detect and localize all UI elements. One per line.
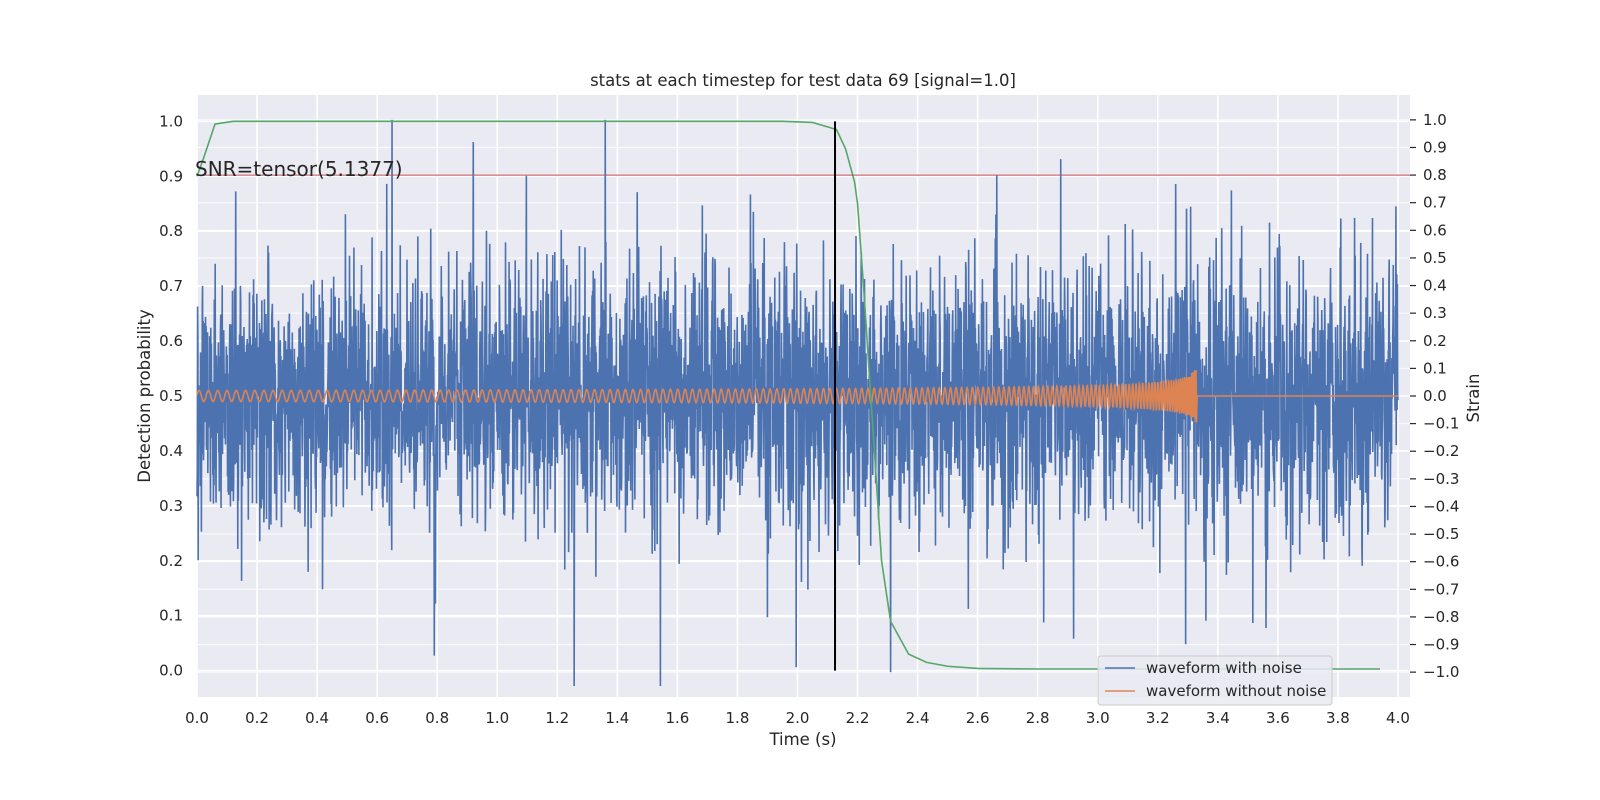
x-tick-label: 2.0	[786, 709, 810, 727]
y2-tick-label: 0.3	[1423, 304, 1447, 322]
x-tick-label: 2.4	[906, 709, 930, 727]
x-tick-label: 3.6	[1266, 709, 1290, 727]
y2-tick-label: 0.0	[1423, 387, 1447, 405]
y-tick-label: 0.8	[159, 222, 183, 240]
y2-tick-label: −0.9	[1423, 636, 1459, 654]
x-tick-label: 2.8	[1026, 709, 1050, 727]
y-tick-label: 0.1	[159, 607, 183, 625]
legend-label-waveform-with-noise: waveform with noise	[1146, 659, 1302, 677]
x-tick-label: 1.8	[726, 709, 750, 727]
chart-title: stats at each timestep for test data 69 …	[590, 71, 1016, 90]
series-line-detection-probability	[196, 120, 1380, 670]
x-tick-label: 3.2	[1146, 709, 1170, 727]
y-tick-label: 0.3	[159, 497, 183, 515]
y-tick-label: 0.9	[159, 167, 183, 185]
x-tick-label: 1.6	[665, 709, 689, 727]
y-axis-label-right: Strain	[1464, 374, 1483, 423]
y2-tick-label: 0.1	[1423, 359, 1447, 377]
y-tick-label: 0.5	[159, 387, 183, 405]
x-tick-label: 3.8	[1326, 709, 1350, 727]
y2-tick-label: −0.3	[1423, 470, 1459, 488]
y-tick-label: 0.7	[159, 277, 183, 295]
y2-tick-label: −0.5	[1423, 525, 1459, 543]
y-tick-label: 0.6	[159, 332, 183, 350]
x-tick-label: 2.2	[846, 709, 870, 727]
x-tick-label: 0.8	[425, 709, 449, 727]
x-tick-label: 2.6	[966, 709, 990, 727]
y2-tick-label: 0.8	[1423, 166, 1447, 184]
x-tick-label: 3.0	[1086, 709, 1110, 727]
x-tick-label: 0.6	[365, 709, 389, 727]
x-tick-label: 0.0	[185, 709, 209, 727]
x-tick-label: 1.2	[545, 709, 569, 727]
x-tick-label: 1.0	[485, 709, 509, 727]
y2-tick-label: 1.0	[1423, 111, 1447, 129]
x-ticks: 0.0 0.2 0.4 0.6 0.8 1.0 1.2 1.4 1.6 1.8 2.0 2.2 2.4 2…	[185, 709, 1410, 727]
snr-annotation: SNR=tensor(5.1377)	[195, 157, 403, 181]
y-tick-label: 0.2	[159, 552, 183, 570]
y-axis-label: Detection probability	[135, 309, 154, 483]
y2-tick-label: 0.7	[1423, 194, 1447, 212]
series-line-waveform-with-noise	[196, 119, 1399, 686]
legend: waveform with noise waveform without noi…	[1097, 655, 1333, 706]
legend-box	[1097, 655, 1333, 706]
series-layer	[196, 119, 1410, 686]
y-ticks-right: −1.0 −0.9 −0.8 −0.7 −0.6 −0.5 −0.4 −0.3 −0.2 −0.1…	[1410, 111, 1459, 681]
y2-tick-label: −0.4	[1423, 497, 1459, 515]
y-tick-label: 0.0	[159, 662, 183, 680]
legend-label-waveform-without-noise: waveform without noise	[1146, 682, 1326, 700]
y2-tick-label: 0.6	[1423, 221, 1447, 239]
x-tick-label: 3.4	[1206, 709, 1230, 727]
y-tick-label: 1.0	[159, 112, 183, 130]
y2-tick-label: −1.0	[1423, 663, 1459, 681]
y2-tick-label: 0.4	[1423, 277, 1447, 295]
y-ticks-left: 0.0 0.1 0.2 0.3 0.4 0.5 0.6 0.7 0.8 0.9 1.0	[159, 112, 183, 679]
series-line-waveform-without-noise	[196, 370, 1398, 423]
y2-tick-label: 0.9	[1423, 138, 1447, 156]
y2-tick-label: −0.7	[1423, 580, 1459, 598]
y2-tick-label: −0.2	[1423, 442, 1459, 460]
y2-tick-label: 0.2	[1423, 332, 1447, 350]
x-axis-label: Time (s)	[768, 730, 836, 749]
y-tick-label: 0.4	[159, 442, 183, 460]
y2-tick-label: −0.1	[1423, 415, 1459, 433]
x-tick-label: 0.2	[245, 709, 269, 727]
y2-tick-label: −0.6	[1423, 553, 1459, 571]
x-tick-label: 0.4	[305, 709, 329, 727]
y2-tick-label: 0.5	[1423, 249, 1447, 267]
x-tick-label: 4.0	[1386, 709, 1410, 727]
y2-tick-label: −0.8	[1423, 608, 1459, 626]
x-tick-label: 1.4	[605, 709, 629, 727]
